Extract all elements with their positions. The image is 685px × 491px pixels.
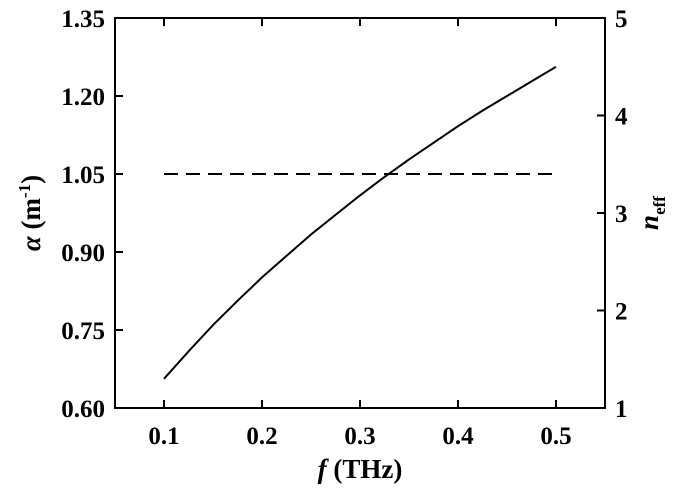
x-tick-label: 0.2: [246, 423, 277, 450]
left-y-axis-unit-suffix: ): [16, 175, 46, 184]
left-y-tick-label: 1.20: [61, 84, 105, 111]
x-axis-ticks: 0.1 0.2 0.3 0.4 0.5: [148, 18, 572, 450]
x-tick-label: 0.1: [148, 423, 179, 450]
left-y-axis-ticks: 0.60 0.75 0.90 1.05 1.20 1.35: [61, 6, 123, 423]
left-y-axis-title: α (m-1): [15, 175, 46, 251]
x-axis-symbol: f: [318, 454, 330, 484]
right-y-tick-label: 1: [615, 396, 628, 423]
series-group: [163, 65, 557, 380]
left-y-axis-unit-prefix: (m: [16, 197, 46, 236]
left-y-axis-symbol: α: [16, 235, 46, 251]
left-y-tick-label: 0.75: [61, 318, 105, 345]
right-y-axis-title: neff: [634, 196, 669, 230]
x-axis-title: f (THz): [318, 454, 403, 484]
plot-frame: [114, 17, 606, 409]
left-y-tick-label: 0.60: [61, 396, 105, 423]
x-tick-label: 0.3: [344, 423, 375, 450]
x-tick-label: 0.5: [540, 423, 571, 450]
right-y-tick-label: 2: [615, 299, 628, 326]
left-y-axis-unit-superscript: -1: [15, 184, 34, 198]
left-y-tick-label: 1.05: [61, 162, 105, 189]
left-y-tick-label: 0.90: [61, 240, 105, 267]
right-y-tick-label: 3: [615, 201, 628, 228]
right-y-tick-label: 4: [615, 104, 628, 131]
right-y-axis-subscript: eff: [650, 196, 669, 215]
plot-border: [114, 17, 606, 409]
series-line-1-solid: [163, 65, 557, 380]
right-y-axis-ticks: 1 2 3 4 5: [597, 6, 628, 423]
right-y-axis-symbol: n: [634, 215, 664, 230]
x-axis-unit: (THz): [327, 454, 403, 484]
right-y-tick-label: 5: [615, 6, 628, 33]
x-tick-label: 0.4: [442, 423, 474, 450]
left-y-tick-label: 1.35: [61, 6, 105, 33]
